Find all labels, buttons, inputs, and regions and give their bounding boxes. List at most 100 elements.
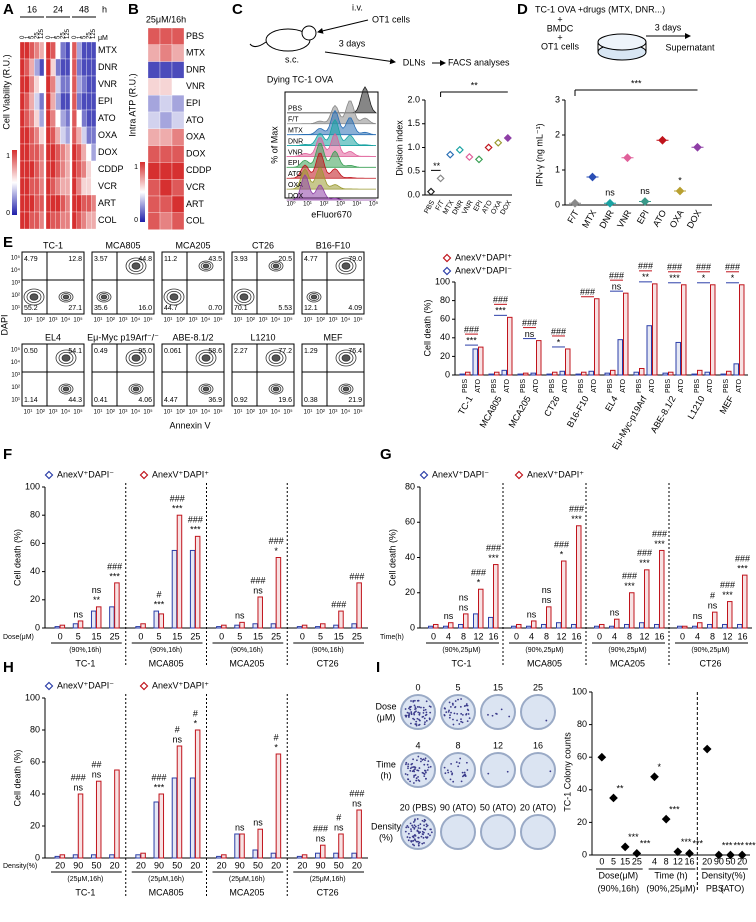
colony [443,713,446,716]
row-label: VCR [98,181,118,191]
bar [338,833,344,859]
x-tick-label: EL4 [603,394,620,413]
flow-frame [231,343,295,407]
colony [422,711,425,714]
heat-cell [55,160,61,179]
colony [407,765,410,768]
significance: ### [486,543,501,553]
x-tick-label: EPI [635,208,651,226]
colony [424,721,426,724]
heat-cell [34,160,40,179]
bar [433,623,439,629]
bar [90,854,97,859]
colony [465,761,468,764]
bar [536,340,542,376]
x-tick-label: ATO [651,208,668,228]
quadrant-label: 3.93 [234,256,248,263]
significance: ### [250,575,265,585]
y-tick-label: 1.5 [407,118,420,128]
bar [176,514,183,629]
plate-label: 0 [415,682,420,692]
bar [473,613,479,629]
heat-cell [91,75,97,94]
bar [654,623,660,629]
significance: # [157,589,162,599]
row-label: DOX [186,148,206,158]
histogram-ridge [286,143,377,168]
significance: ### [464,324,479,334]
significance: ns [444,611,454,621]
plate-label: 4 [415,740,420,750]
group-label: Dose(μM) [598,870,638,880]
quadrant-label: 1.29 [304,348,318,355]
colony [417,830,420,833]
quadrant-label: 16.0 [138,305,152,312]
colorbar [12,150,17,215]
heat-cell [159,179,173,197]
plate-label: 5 [455,682,460,692]
colony [465,703,468,705]
heat-cell [171,162,185,180]
heat-cell [50,92,56,111]
contour [163,288,185,306]
heat-cell [29,211,35,230]
x-tick-label: 0 [219,631,224,641]
y-tick-label: 20 [30,594,40,604]
x-tick-label: 20 [55,860,65,870]
plot-title: TC-1 [43,240,63,250]
colony [410,700,412,702]
x-tick-label: 0 [138,631,143,641]
significance: *** [654,539,665,549]
y-tick-label: 10⁵ [11,347,21,354]
plate-label: 90 (ATO) [440,802,476,812]
y-tick-label: 0 [35,622,40,632]
x-tick-label: 5 [76,631,81,641]
contour [270,262,282,270]
heat-cell [60,109,66,128]
heat-cell [91,177,97,196]
colony [407,778,410,781]
group-label: MCA205 [229,658,264,668]
contour [62,294,70,300]
x-tick-label: 90 [316,860,326,870]
bar [704,371,710,376]
row-label: ATO [186,115,204,125]
bar [252,623,258,629]
bar [472,348,478,376]
row-label: Dose [375,701,396,711]
group-sublabel: (90%,25μM) [691,647,729,654]
bar [140,852,146,859]
x-tick-label: 12 [673,856,683,866]
quadrant-label: 35.6 [94,305,108,312]
y-tick-label: 3 [555,94,560,104]
bar [675,341,681,376]
bar [546,606,552,629]
colony [422,706,425,709]
colony [405,826,408,829]
heat-cell [24,41,30,60]
contour [202,386,210,392]
colony [427,766,430,769]
significance: *** [639,558,650,568]
x-tick-label: 25 [190,631,200,641]
colony [408,713,411,716]
significance: ** [642,272,650,282]
y-tick-label: 10³ [11,373,20,379]
heat-cell [81,211,87,230]
x-tick-label: 10⁴ [341,409,351,416]
x-tick-label: 10³ [259,410,268,416]
sample-label: ATO [288,171,302,178]
bar [194,729,201,859]
quadrant-label: 2.27 [234,348,248,355]
colony [412,843,414,846]
contour [338,259,354,272]
quadrant-label: 5.53 [278,305,292,312]
dose-label: 0 [72,35,78,39]
x-tick-label: 20 [110,860,120,870]
heat-cell [65,126,71,145]
heat-cell [60,177,66,196]
x-tick-label: 10² [320,202,329,208]
significance: * [658,762,662,772]
x-tick-label: 10³ [329,318,338,324]
